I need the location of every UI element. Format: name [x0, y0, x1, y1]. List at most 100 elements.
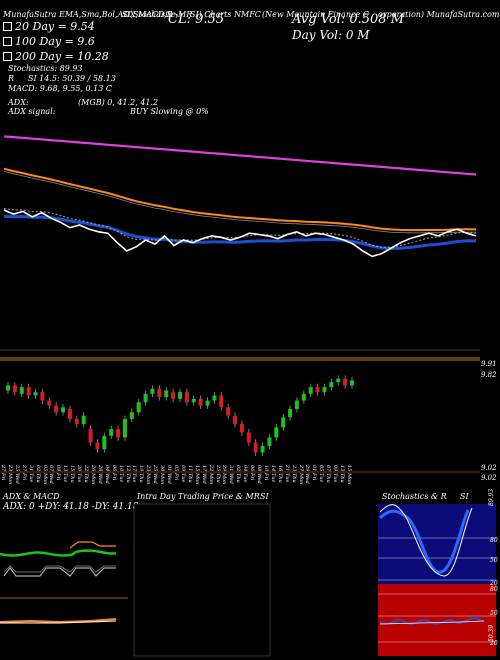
ema20-swatch: [3, 22, 12, 31]
candle-body: [274, 427, 279, 438]
date-label: 09 Tue: [332, 465, 339, 483]
candle-body: [281, 417, 286, 428]
ema20-legend: 20 Day = 9.54: [3, 20, 95, 33]
candle-body: [129, 412, 134, 419]
candle-body: [267, 437, 272, 446]
candle-body: [178, 392, 182, 399]
candle-body: [350, 380, 354, 386]
date-label: 09 Tue: [179, 465, 186, 483]
stoch-panel-title: Stochastics & R: [382, 492, 447, 501]
macd-line: [0, 618, 117, 624]
candle-body: [246, 432, 251, 443]
close-price-label: CL: 9.55: [168, 12, 225, 27]
date-label: 31 Tue: [27, 465, 34, 483]
candle-body: [122, 419, 127, 438]
ema200-line: [3, 135, 477, 176]
ema200-label: 200 Day = 10.28: [15, 50, 109, 63]
ema20-line: [3, 214, 477, 251]
date-label: 06 Fri: [110, 465, 117, 481]
date-label: 30 Mon: [159, 465, 166, 485]
price-chart: [0, 135, 480, 359]
indicator-panels: [0, 503, 496, 660]
header-right-title-2: orporation) MunafaSutra.com: [378, 10, 500, 19]
ema100-legend: 100 Day = 9.6: [3, 35, 95, 48]
ema200-legend: 200 Day = 10.28: [3, 50, 109, 63]
axis-mid-label: 9.82: [481, 371, 497, 379]
candle-body: [315, 387, 320, 393]
date-label: 06 Fri: [249, 465, 256, 481]
candle-body: [116, 429, 121, 438]
date-axis: 27 Fri 23 Mon 25 Wed 27 Fri 31 Tue 02 Thu 05 M…: [0, 463, 480, 495]
date-label: 10 Fri: [262, 465, 269, 481]
candle-body: [343, 378, 348, 386]
day-volume-label: Day Vol: 0 M: [292, 28, 370, 42]
date-label: 09 Fri: [55, 465, 62, 481]
adx-signal-label: ADX signal:: [8, 107, 56, 116]
candle-body: [294, 400, 299, 409]
macd-signal-line: [0, 620, 117, 624]
candle-body: [184, 392, 189, 403]
adx-signal-value: BUY Slowing @ 0%: [130, 107, 209, 116]
date-label: 11 Thu: [186, 465, 193, 483]
candle-body: [308, 387, 313, 394]
date-label: 15 Mon: [193, 465, 200, 485]
ema100-swatch: [3, 37, 12, 46]
ema200-swatch: [3, 52, 12, 61]
stoch-level-50: 50: [490, 557, 498, 564]
candle-body: [54, 405, 59, 413]
date-label: 25 Wed: [152, 465, 159, 484]
date-label: 15 Mon: [346, 465, 352, 485]
date-label: 19 Thu: [138, 465, 145, 483]
intraday-title-suffix: SI: [260, 492, 269, 501]
rsi-level-20: 20: [490, 640, 498, 647]
candle-body: [67, 408, 72, 419]
avg-volume-label: Avg Vol: 0.508 M: [292, 12, 405, 27]
date-label: 14 Tue: [269, 465, 276, 483]
ema100-label: 100 Day = 9.6: [15, 35, 95, 48]
date-label: 13 Thu: [339, 465, 346, 483]
date-label: 20 Tue: [76, 465, 83, 483]
axis-top-label: 9.91: [481, 360, 497, 368]
macd-readout: MACD: 9.68, 9.55, 0.13 C: [8, 84, 113, 93]
date-label: 29 Wed: [304, 465, 311, 484]
adx-panel-readout: ADX: 0 +DY: 41.18 -DY: 41.18: [3, 502, 139, 512]
date-label: 02 Thu: [34, 465, 41, 483]
candle-body: [322, 387, 327, 393]
stochastics-readout: Stochastics: 89.93: [8, 64, 83, 73]
plus-di-line: [0, 549, 117, 557]
header-mid-title-2: SI) Charts NMFC: [190, 10, 261, 19]
date-label: 27 Fri: [0, 465, 6, 481]
candle-body: [329, 382, 334, 388]
date-label: 10 Tue: [117, 465, 124, 483]
candlestick-chart: [0, 359, 480, 473]
date-label: 23 Thu: [290, 465, 297, 483]
candle-body: [6, 385, 10, 391]
date-label: 17 Wed: [200, 465, 207, 484]
candle-body: [109, 429, 114, 436]
candle-body: [198, 398, 203, 406]
adx-values: (MGB) 0, 41.2, 41.2: [78, 98, 159, 107]
candle-body: [26, 387, 31, 396]
candle-body: [95, 442, 100, 450]
date-label: 13 Tue: [62, 465, 69, 483]
sma-line: [3, 171, 476, 234]
candle-body: [226, 407, 231, 416]
adx-panel-title: ADX & MACD: [3, 492, 60, 501]
candle-body: [143, 393, 148, 403]
candle-body: [74, 419, 79, 425]
date-label: 05 Mon: [41, 465, 48, 485]
date-label: 12 Thu: [124, 465, 131, 483]
candle-body: [164, 390, 169, 398]
date-label: 07 Thu: [325, 465, 332, 483]
candle-body: [12, 385, 17, 393]
date-label: 23 Mon: [6, 465, 13, 485]
candle-body: [171, 392, 176, 399]
date-label: 01 Wed: [166, 465, 173, 484]
ema20-label: 20 Day = 9.54: [15, 20, 95, 33]
axis-low-label-1: 9.02: [481, 464, 497, 472]
date-label: 28 Wed: [96, 465, 103, 484]
intraday-title: Intra Day Trading Price & MR: [137, 492, 260, 501]
candle-body: [136, 402, 141, 413]
adx-panel-bg: [0, 510, 128, 660]
date-label: 25 Wed: [13, 465, 20, 484]
